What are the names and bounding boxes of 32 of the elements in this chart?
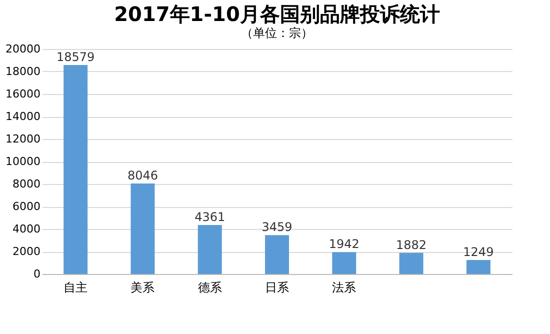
x-tick-label: 美系 bbox=[130, 280, 155, 294]
bar bbox=[332, 252, 356, 274]
data-label: 3459 bbox=[262, 220, 292, 234]
y-tick-label: 4000 bbox=[12, 222, 40, 236]
x-tick-label: 日系 bbox=[265, 280, 289, 294]
y-tick-label: 0 bbox=[34, 268, 40, 280]
bar bbox=[399, 252, 424, 274]
y-tick-label: 14000 bbox=[6, 110, 40, 123]
data-label: 18579 bbox=[56, 50, 95, 64]
x-tick-label: 法系 bbox=[332, 280, 356, 294]
chart-subtitle: （单位：宗） bbox=[241, 26, 313, 40]
bar bbox=[466, 260, 490, 274]
chart-title: 2017年1-10月各国别品牌投诉统计 bbox=[114, 2, 440, 26]
data-label: 8046 bbox=[127, 168, 158, 182]
y-tick-label: 16000 bbox=[6, 88, 40, 100]
y-tick-label: 2000 bbox=[12, 245, 40, 258]
x-tick-label: 德系 bbox=[198, 280, 222, 294]
y-tick-label: 18000 bbox=[6, 65, 40, 78]
bar bbox=[130, 183, 155, 274]
data-label: 1249 bbox=[463, 244, 494, 259]
data-label: 1882 bbox=[396, 238, 427, 252]
data-label: 1942 bbox=[328, 237, 360, 252]
data-label: 4361 bbox=[194, 210, 226, 224]
y-tick-label: 20000 bbox=[6, 42, 40, 56]
y-tick-label: 6000 bbox=[12, 200, 40, 213]
bar bbox=[198, 224, 222, 274]
y-tick-label: 8000 bbox=[12, 178, 40, 190]
bar bbox=[64, 64, 88, 274]
bar bbox=[265, 235, 289, 274]
x-tick-label: 自主 bbox=[64, 280, 88, 294]
y-tick-label: 12000 bbox=[6, 132, 40, 146]
y-tick-label: 10000 bbox=[6, 155, 40, 168]
